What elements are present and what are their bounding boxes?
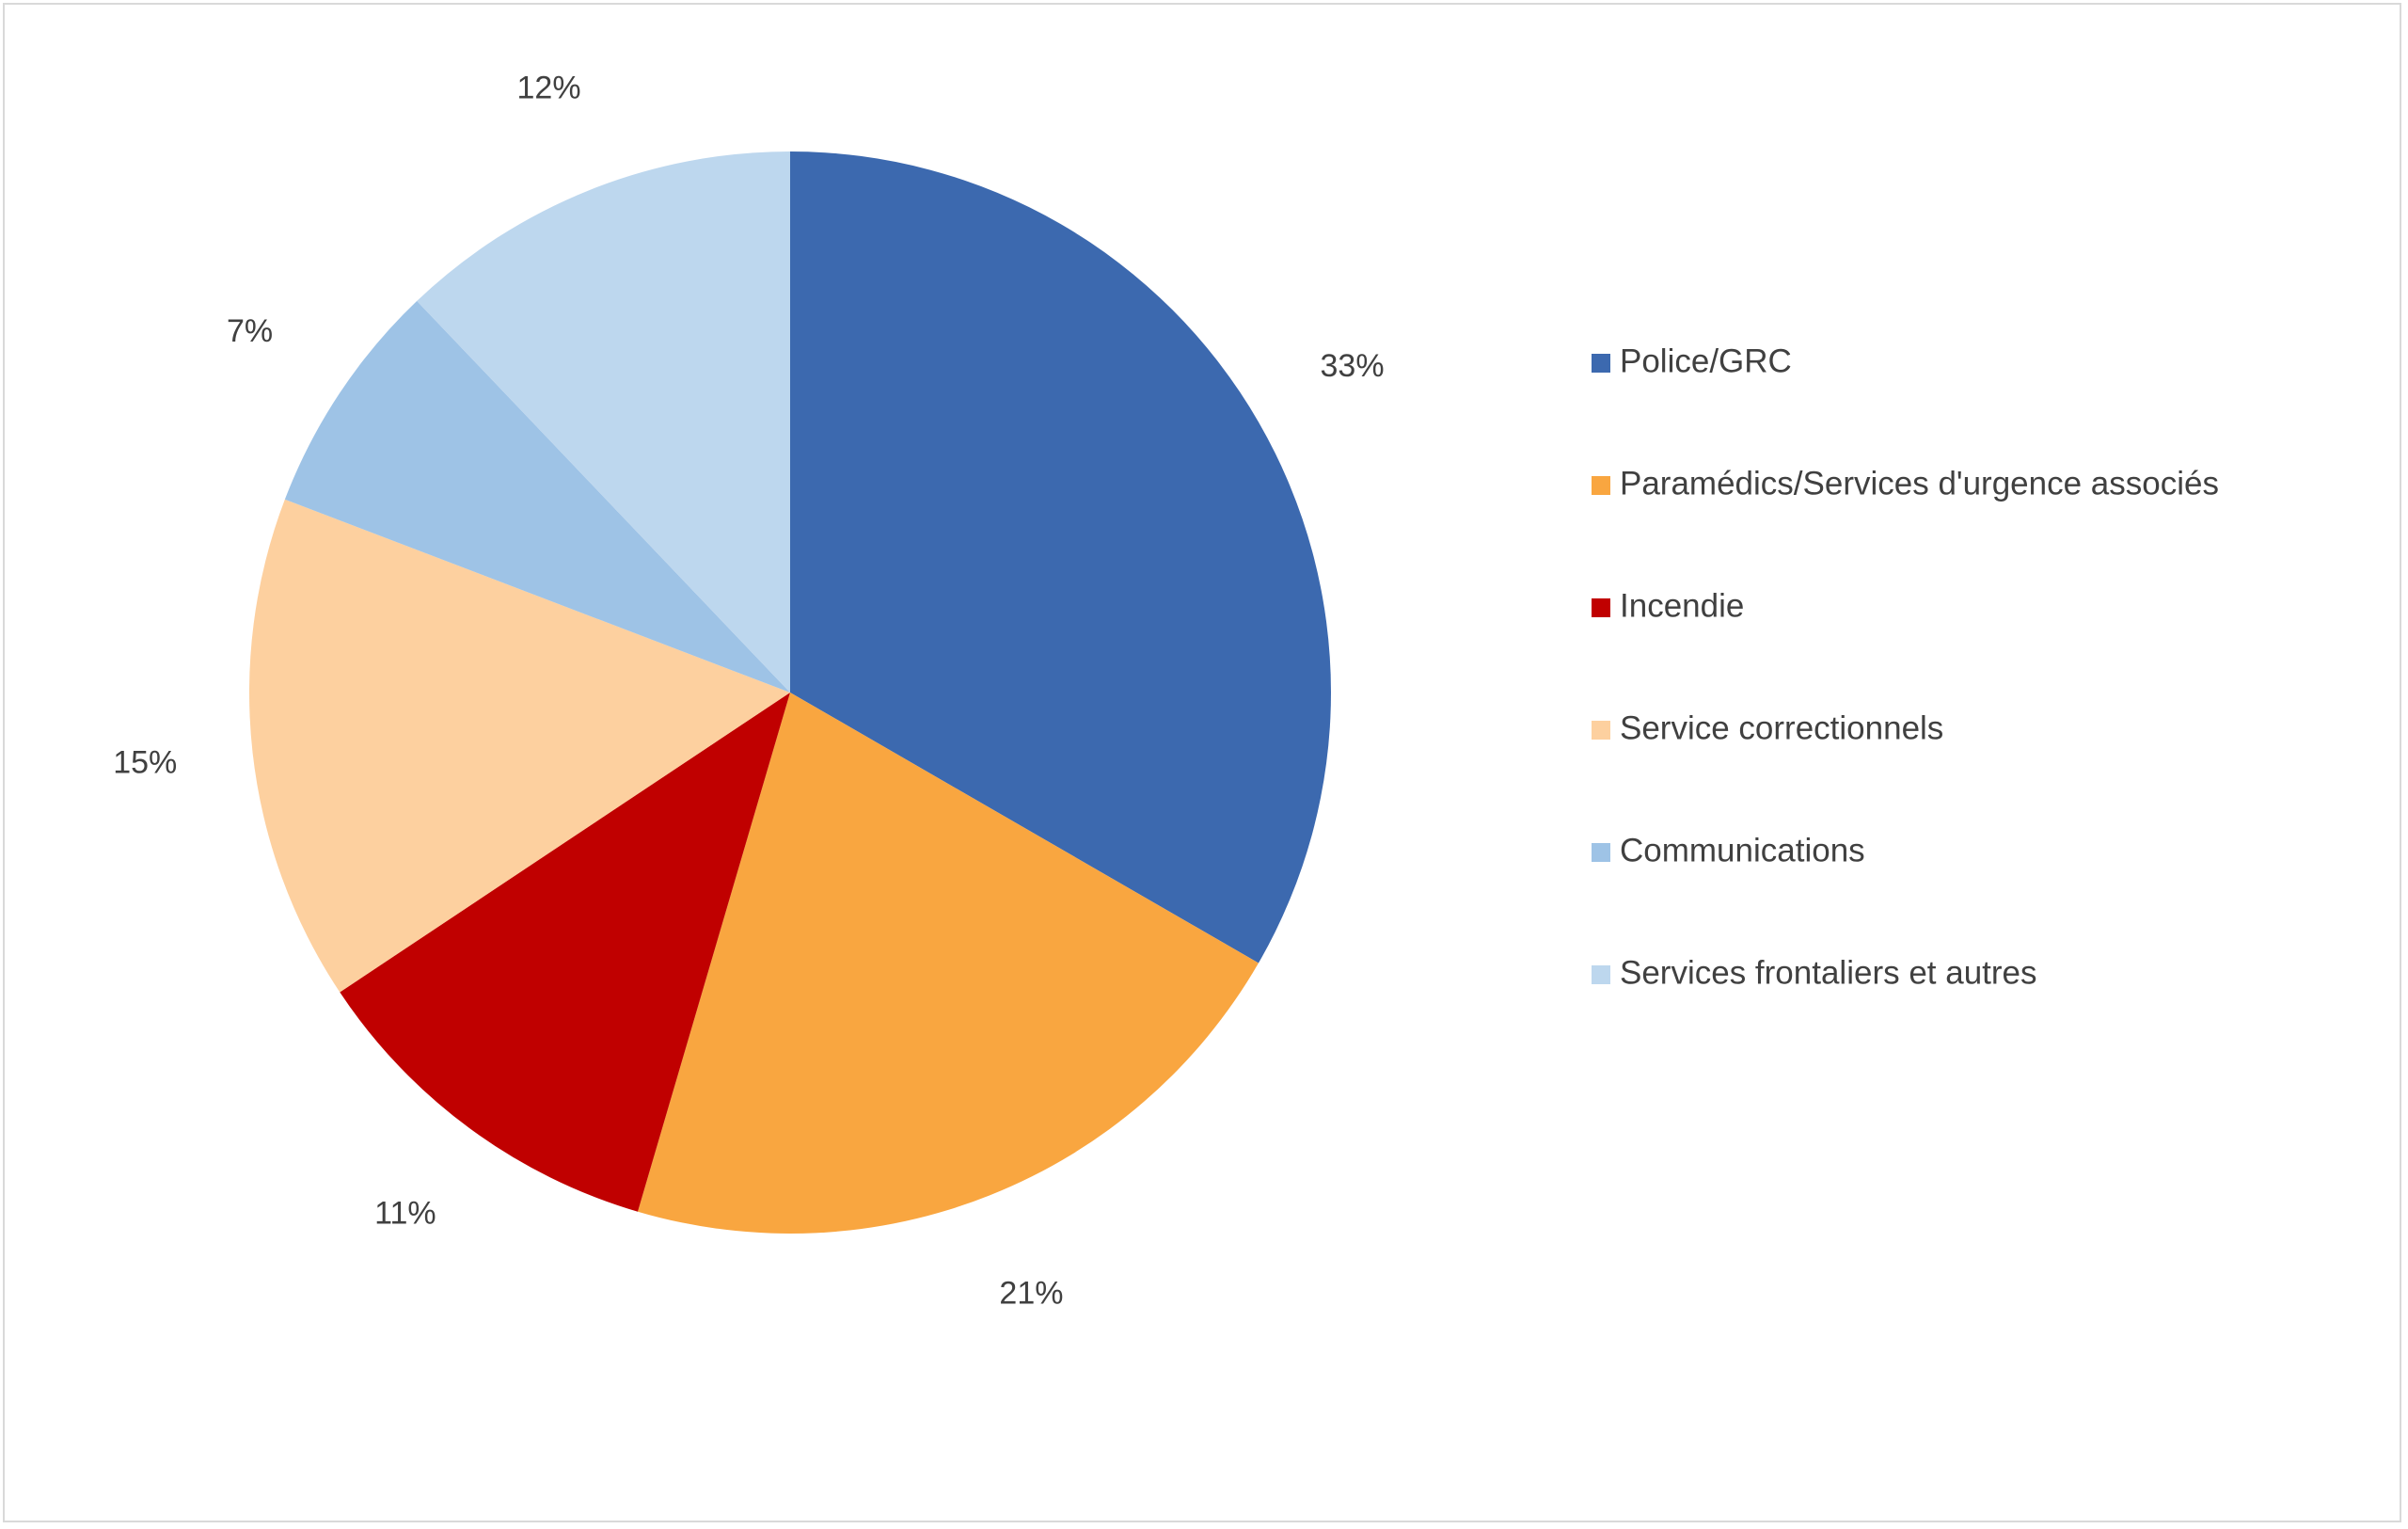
pie-slices xyxy=(248,151,1331,1234)
pie-slice-communications xyxy=(284,300,790,693)
data-label-services-frontaliers-et-autres: 12% xyxy=(517,70,581,105)
legend: Police/GRC Paramédics/Services d'urgence … xyxy=(1592,342,2219,991)
legend-label-paramedics-services-d-urgence-associes: Paramédics/Services d'urgence associés xyxy=(1620,465,2219,502)
data-label-paramedics-services-d-urgence-associes: 21% xyxy=(999,1276,1063,1312)
legend-label-police-grc: Police/GRC xyxy=(1620,342,1792,379)
legend-label-communications: Communications xyxy=(1620,832,1865,868)
data-label-police-grc: 33% xyxy=(1321,348,1385,384)
legend-swatch-communications xyxy=(1592,843,1610,862)
legend-swatch-paramedics-services-d-urgence-associes xyxy=(1592,476,1610,495)
legend-label-services-frontaliers-et-autres: Services frontaliers et autres xyxy=(1620,954,2037,991)
legend-swatch-service-correctionnels xyxy=(1592,721,1610,740)
pie-slice-police-grc xyxy=(790,151,1331,964)
data-label-communications: 7% xyxy=(227,313,273,349)
data-label-service-correctionnels: 15% xyxy=(113,744,177,780)
data-label-incendie: 11% xyxy=(374,1196,436,1232)
legend-swatch-police-grc xyxy=(1592,354,1610,373)
legend-label-incendie: Incendie xyxy=(1620,587,1744,624)
slice-labels: 33% 21% 11% 15% 7% 12% xyxy=(113,70,1384,1311)
legend-swatch-services-frontaliers-et-autres xyxy=(1592,965,1610,984)
legend-label-service-correctionnels: Service correctionnels xyxy=(1620,709,1943,746)
pie-slice-incendie xyxy=(340,693,790,1212)
legend-swatch-incendie xyxy=(1592,598,1610,617)
pie-slice-services-frontaliers-et-autres xyxy=(417,151,790,693)
pie-slice-service-correctionnels xyxy=(248,499,790,993)
pie-slice-paramedics-services-d-urgence-associes xyxy=(638,693,1259,1234)
